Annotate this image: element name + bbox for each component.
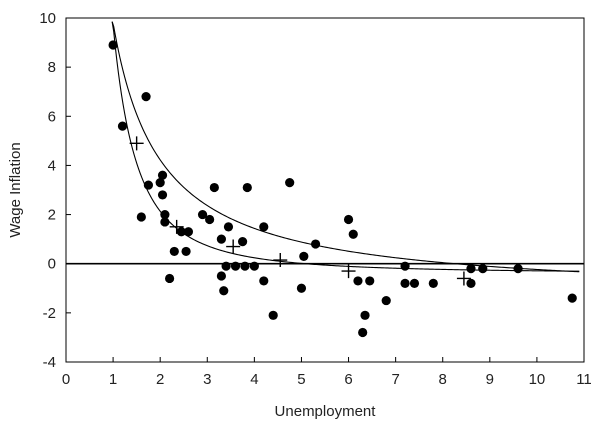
y-tick-label: -2 xyxy=(43,305,56,322)
x-tick-label: 3 xyxy=(203,371,211,388)
x-axis-title: Unemployment xyxy=(275,403,377,420)
data-point xyxy=(117,121,128,131)
data-point xyxy=(360,310,370,320)
x-tick-label: 1 xyxy=(109,371,117,388)
data-point xyxy=(259,276,269,286)
plus-marker xyxy=(169,219,184,234)
data-point xyxy=(567,293,577,303)
plus-marker xyxy=(273,253,288,268)
x-tick-label: 5 xyxy=(297,371,305,388)
data-point xyxy=(143,180,154,190)
x-tick-label: 7 xyxy=(391,371,399,388)
plus-marker xyxy=(129,136,144,151)
x-axis-ticks: 0 1 2 3 4 5 6 7 8 9 10 11 xyxy=(62,357,592,388)
x-tick-label: 2 xyxy=(156,371,164,388)
data-point xyxy=(478,264,488,274)
data-point xyxy=(299,251,309,261)
data-point xyxy=(296,283,307,293)
data-point xyxy=(353,276,363,286)
data-point xyxy=(381,295,391,306)
data-point xyxy=(136,212,146,222)
data-point xyxy=(348,229,358,239)
plot-area-frame xyxy=(65,17,585,363)
data-point xyxy=(249,261,259,271)
x-tick-label: 10 xyxy=(529,371,546,388)
data-point xyxy=(466,278,476,288)
data-point xyxy=(310,239,321,249)
data-point xyxy=(176,227,186,237)
x-tick-label: 4 xyxy=(250,371,258,388)
data-point xyxy=(428,278,438,288)
fitted-curve-2 xyxy=(111,21,580,272)
x-tick-label: 6 xyxy=(344,371,352,388)
y-axis-title: Wage Inflation xyxy=(7,142,24,237)
data-point xyxy=(205,214,215,225)
x-tick-label: 8 xyxy=(439,371,447,388)
data-point xyxy=(466,264,476,274)
data-point xyxy=(221,261,231,271)
x-tick-label: 9 xyxy=(486,371,494,388)
data-point xyxy=(237,237,248,247)
data-point xyxy=(157,190,168,200)
data-point xyxy=(160,209,170,220)
data-points xyxy=(108,40,577,338)
y-tick-label: 10 xyxy=(39,10,56,27)
data-point xyxy=(197,209,208,220)
data-point xyxy=(183,227,194,237)
data-point xyxy=(343,214,354,225)
x-tick-label: 0 xyxy=(62,371,70,388)
data-point xyxy=(155,178,165,188)
data-point xyxy=(216,271,226,281)
data-point xyxy=(242,182,252,193)
y-tick-label: 4 xyxy=(48,157,56,174)
data-point xyxy=(409,278,420,288)
data-point xyxy=(165,273,175,284)
data-point xyxy=(285,178,295,188)
data-point xyxy=(400,278,410,288)
data-point xyxy=(513,264,523,274)
data-point xyxy=(216,234,226,244)
data-point xyxy=(141,92,151,102)
data-point xyxy=(400,261,410,271)
data-point xyxy=(108,40,118,50)
data-point xyxy=(181,246,191,257)
data-point xyxy=(240,261,250,271)
y-axis-ticks: -4 -2 0 2 4 6 8 10 xyxy=(39,10,71,371)
fitted-curve-1 xyxy=(111,21,580,273)
data-point xyxy=(157,170,168,180)
data-point xyxy=(230,261,241,271)
data-point xyxy=(365,276,375,286)
data-point xyxy=(223,222,234,232)
fitted-curves xyxy=(111,21,580,273)
x-tick-label: 11 xyxy=(576,371,592,388)
data-point xyxy=(160,217,170,227)
y-tick-label: 6 xyxy=(48,108,56,125)
y-tick-label: -4 xyxy=(43,354,56,371)
data-point xyxy=(169,246,179,257)
data-point xyxy=(219,286,229,296)
data-point xyxy=(358,327,368,338)
plus-marker xyxy=(341,264,356,279)
plus-marker xyxy=(226,239,241,254)
plus-marker xyxy=(456,271,471,286)
y-tick-label: 8 xyxy=(48,59,56,76)
y-tick-label: 2 xyxy=(48,207,56,224)
plus-markers xyxy=(129,136,471,286)
data-point xyxy=(209,182,219,193)
data-point xyxy=(259,222,269,232)
y-tick-label: 0 xyxy=(48,256,56,273)
data-point xyxy=(268,310,278,320)
